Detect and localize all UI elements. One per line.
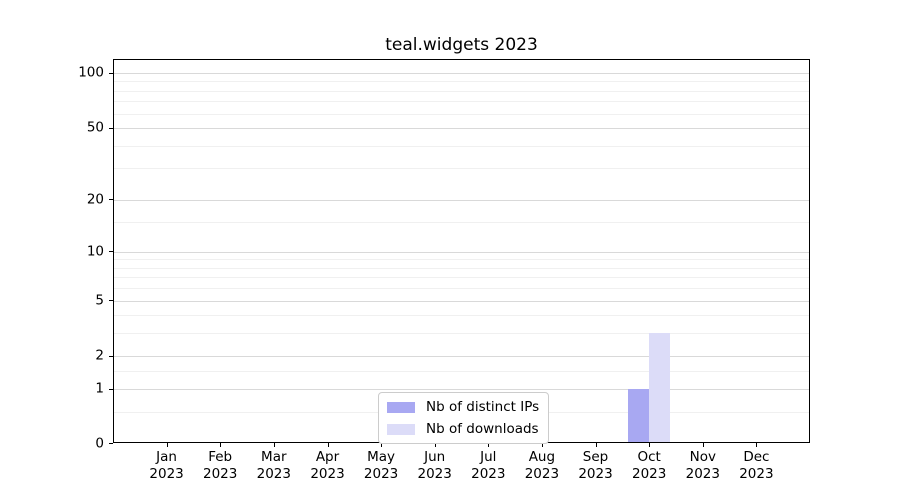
x-tick-label: Feb 2023 xyxy=(203,449,237,483)
chart-title: teal.widgets 2023 xyxy=(385,35,538,55)
legend: Nb of distinct IPs Nb of downloads xyxy=(378,392,550,444)
y-tick-label: 20 xyxy=(86,191,104,208)
minor-gridline xyxy=(114,168,809,170)
minor-gridline xyxy=(114,81,809,83)
major-gridline xyxy=(114,199,809,201)
x-tick-month: Sep xyxy=(582,449,609,465)
y-tick-label: 5 xyxy=(95,292,104,309)
major-gridline xyxy=(114,356,809,358)
y-tick-label: 100 xyxy=(78,64,104,81)
x-tick-month: Jan xyxy=(156,449,177,465)
x-tick-month: Apr xyxy=(315,449,340,465)
minor-gridline xyxy=(114,90,809,92)
x-tick-year: 2023 xyxy=(203,466,238,482)
minor-gridline xyxy=(114,333,809,335)
y-tick-mark xyxy=(109,72,113,74)
x-tick-mark xyxy=(327,443,329,447)
y-tick-mark xyxy=(109,388,113,390)
x-tick-label: Jun 2023 xyxy=(418,449,452,483)
legend-label: Nb of distinct IPs xyxy=(426,399,540,415)
x-tick-mark xyxy=(649,443,651,447)
x-tick-mark xyxy=(220,443,222,447)
x-tick-label: May 2023 xyxy=(364,449,398,483)
x-tick-month: Aug xyxy=(528,449,556,465)
minor-gridline xyxy=(114,288,809,290)
legend-swatch xyxy=(387,401,415,413)
x-tick-label: Nov 2023 xyxy=(686,449,720,483)
x-tick-mark xyxy=(273,443,275,447)
x-tick-year: 2023 xyxy=(632,466,667,482)
y-tick-mark xyxy=(109,355,113,357)
y-tick-mark xyxy=(109,300,113,302)
x-tick-month: Jul xyxy=(480,449,497,465)
x-tick-year: 2023 xyxy=(149,466,184,482)
minor-gridline xyxy=(114,113,809,115)
x-tick-month: May xyxy=(367,449,396,465)
x-tick-label: Dec 2023 xyxy=(739,449,773,483)
x-tick-mark xyxy=(434,443,436,447)
major-gridline xyxy=(114,389,809,391)
major-gridline xyxy=(114,300,809,302)
minor-gridline xyxy=(114,277,809,279)
minor-gridline xyxy=(114,371,809,373)
y-tick-mark xyxy=(109,251,113,253)
x-tick-mark xyxy=(488,443,490,447)
x-tick-month: Dec xyxy=(743,449,770,465)
minor-gridline xyxy=(114,145,809,147)
y-tick-label: 2 xyxy=(95,348,104,365)
minor-gridline xyxy=(114,315,809,317)
x-tick-label: Jan 2023 xyxy=(149,449,183,483)
x-tick-month: Mar xyxy=(261,449,287,465)
y-tick-label: 50 xyxy=(86,119,104,136)
x-tick-mark xyxy=(595,443,597,447)
y-tick-label: 1 xyxy=(95,380,104,397)
legend-entry: Nb of downloads xyxy=(387,421,539,437)
x-tick-label: Oct 2023 xyxy=(632,449,666,483)
x-tick-year: 2023 xyxy=(256,466,291,482)
major-gridline xyxy=(114,251,809,253)
major-gridline xyxy=(114,73,809,74)
bar xyxy=(628,389,650,443)
y-tick-label: 10 xyxy=(86,243,104,260)
major-gridline xyxy=(114,128,809,130)
x-tick-label: Jul 2023 xyxy=(471,449,505,483)
minor-gridline xyxy=(114,101,809,103)
minor-gridline xyxy=(114,221,809,223)
x-tick-year: 2023 xyxy=(739,466,774,482)
x-tick-year: 2023 xyxy=(363,466,399,482)
x-tick-year: 2023 xyxy=(578,466,613,482)
x-tick-label: Aug 2023 xyxy=(525,449,559,483)
x-tick-year: 2023 xyxy=(471,466,506,482)
x-tick-year: 2023 xyxy=(417,466,452,482)
x-tick-year: 2023 xyxy=(310,466,345,482)
legend-label: Nb of downloads xyxy=(426,421,539,437)
y-tick-label: 0 xyxy=(95,435,104,452)
x-tick-mark xyxy=(166,443,168,447)
x-tick-mark xyxy=(541,443,543,447)
x-tick-month: Nov xyxy=(689,449,716,465)
minor-gridline xyxy=(114,259,809,261)
x-tick-label: Apr 2023 xyxy=(310,449,344,483)
x-tick-mark xyxy=(756,443,758,447)
x-tick-mark xyxy=(702,443,704,447)
x-tick-label: Sep 2023 xyxy=(578,449,612,483)
y-tick-mark xyxy=(109,199,113,201)
minor-gridline xyxy=(114,267,809,269)
x-tick-mark xyxy=(381,443,383,447)
x-tick-label: Mar 2023 xyxy=(257,449,291,483)
legend-swatch xyxy=(387,423,415,435)
y-tick-mark xyxy=(109,127,113,129)
x-tick-year: 2023 xyxy=(685,466,720,482)
y-tick-mark xyxy=(109,442,113,444)
x-tick-month: Jun xyxy=(424,449,446,465)
x-tick-year: 2023 xyxy=(524,466,560,482)
bar xyxy=(649,333,671,443)
legend-entry: Nb of distinct IPs xyxy=(387,399,539,415)
x-tick-month: Oct xyxy=(637,449,661,465)
x-tick-month: Feb xyxy=(208,449,233,465)
